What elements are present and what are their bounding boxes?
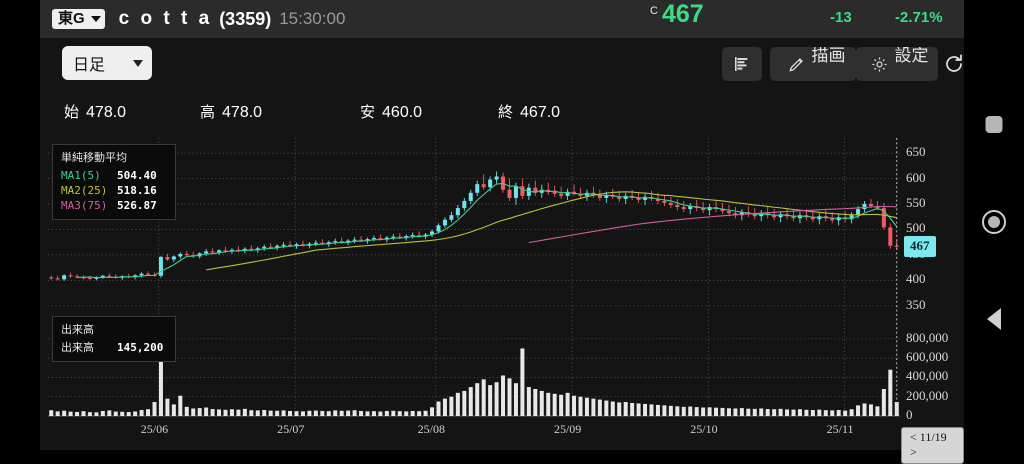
volume-axis-tick: 0 <box>906 407 913 422</box>
date-navigator[interactable]: < 11/19 > <box>901 427 964 464</box>
price-axis-tick: 600 <box>906 169 926 185</box>
quote-time: 15:30:00 <box>279 9 346 28</box>
chart-type-button[interactable] <box>722 47 762 81</box>
last-price: 467 <box>661 0 704 28</box>
date-axis-tick: 25/11 <box>826 422 854 436</box>
refresh-icon <box>946 54 962 72</box>
volume-axis-tick: 200,000 <box>906 387 949 403</box>
price-change-percent: -2.71% <box>895 9 943 26</box>
refresh-button[interactable] <box>937 47 971 81</box>
price-axis-tick: 500 <box>906 220 926 236</box>
volume-legend-title: 出来高 <box>61 324 94 336</box>
caret-down-icon <box>90 15 101 22</box>
ohlc-close: 終 467.0 <box>498 101 560 122</box>
volume-axis-tick: 800,000 <box>906 329 949 345</box>
ma2-key: MA2(25) <box>61 184 108 197</box>
ohlc-high-value: 478.0 <box>222 104 263 121</box>
ma3-value: 526.87 <box>117 199 157 212</box>
pencil-icon <box>788 57 803 72</box>
circle-home-icon[interactable] <box>982 210 1006 234</box>
ma3-key: MA3(75) <box>61 199 108 212</box>
grid-lines <box>48 138 900 417</box>
caret-down-icon <box>133 59 143 67</box>
ohlc-low: 安 460.0 <box>360 101 422 122</box>
ma2-value: 518.16 <box>117 184 157 197</box>
exchange-label: 東G <box>58 10 85 27</box>
price-axis-tick: 350 <box>906 296 926 312</box>
stock-chart-app: 東G c o t t a (3359) 15:30:00 C 467 -13 -… <box>40 0 964 464</box>
price-axis-tick: 650 <box>906 144 926 160</box>
ohlc-open-value: 478.0 <box>86 104 127 121</box>
period-select[interactable]: 日足 <box>62 46 152 80</box>
ohlc-high: 高 478.0 <box>200 101 262 122</box>
volume-value: 145,200 <box>117 341 164 354</box>
volume-key: 出来高 <box>61 341 94 354</box>
price-axis-tick: 400 <box>906 271 926 287</box>
period-label: 日足 <box>73 57 106 74</box>
price-prefix: C <box>650 5 658 17</box>
volume-legend: 出来高 出来高 145,200 <box>52 316 176 362</box>
date-axis-tick: 25/10 <box>690 422 718 436</box>
gear-icon <box>871 56 887 72</box>
exchange-selector[interactable]: 東G <box>52 9 105 29</box>
android-navigation-bar <box>964 0 1024 450</box>
date-axis-tick: 25/09 <box>553 422 582 436</box>
candlesticks <box>49 171 899 281</box>
ohlc-row: 始 478.0 高 478.0 安 460.0 終 467.0 <box>40 92 964 130</box>
ma-legend-row: MA1(5) 504.40 <box>61 168 169 183</box>
last-price-tag: 467 <box>904 236 936 258</box>
symbol-name: c o t t a <box>118 8 213 29</box>
ohlc-low-value: 460.0 <box>382 104 423 121</box>
app-header: 東G c o t t a (3359) 15:30:00 C 467 -13 -… <box>40 0 964 38</box>
triangle-back-icon[interactable] <box>987 308 1001 330</box>
chart-toolbar: 日足 描画 <box>40 38 964 92</box>
ohlc-close-value: 467.0 <box>520 104 561 121</box>
last-price-block: C 467 <box>650 0 704 38</box>
ohlc-high-label: 高 <box>200 104 216 121</box>
ma-legend-row: MA3(75) 526.87 <box>61 198 169 213</box>
ma-legend: 単純移動平均 MA1(5) 504.40 MA2(25) 518.16 MA3(75… <box>52 144 176 220</box>
ma1-value: 504.40 <box>117 169 157 182</box>
device-screen: 東G c o t t a (3359) 15:30:00 C 467 -13 -… <box>40 0 1024 464</box>
date-axis-tick: 25/07 <box>277 422 305 436</box>
ma-legend-title: 単純移動平均 <box>61 152 127 164</box>
price-axis-tick: 550 <box>906 195 926 210</box>
ma-legend-row: MA2(25) 518.16 <box>61 183 169 198</box>
symbol-code: (3359) <box>219 8 272 29</box>
date-axis-tick: 25/08 <box>417 422 445 436</box>
moving-average-lines <box>77 182 898 279</box>
ohlc-open: 始 478.0 <box>64 101 126 122</box>
chart-area[interactable]: 単純移動平均 MA1(5) 504.40 MA2(25) 518.16 MA3(75… <box>40 130 964 450</box>
chart-canvas[interactable] <box>48 134 900 424</box>
settings-button-label: 設定 <box>894 47 929 65</box>
settings-button[interactable]: 設定 <box>856 47 938 81</box>
draw-button-label: 描画 <box>811 47 846 65</box>
volume-bars <box>49 348 899 416</box>
ma1-key: MA1(5) <box>61 169 101 182</box>
price-ladder-icon <box>735 57 748 71</box>
volume-legend-row: 出来高 145,200 <box>61 340 169 355</box>
volume-axis-tick: 400,000 <box>906 368 949 384</box>
ohlc-low-label: 安 <box>360 104 376 121</box>
draw-button[interactable]: 描画 <box>770 47 856 81</box>
ohlc-open-label: 始 <box>64 104 80 121</box>
square-recents-icon[interactable] <box>985 116 1003 133</box>
date-axis-tick: 25/06 <box>140 422 169 436</box>
volume-axis-tick: 600,000 <box>906 349 949 365</box>
price-change: -13 <box>830 9 852 26</box>
ohlc-close-label: 終 <box>498 104 514 121</box>
